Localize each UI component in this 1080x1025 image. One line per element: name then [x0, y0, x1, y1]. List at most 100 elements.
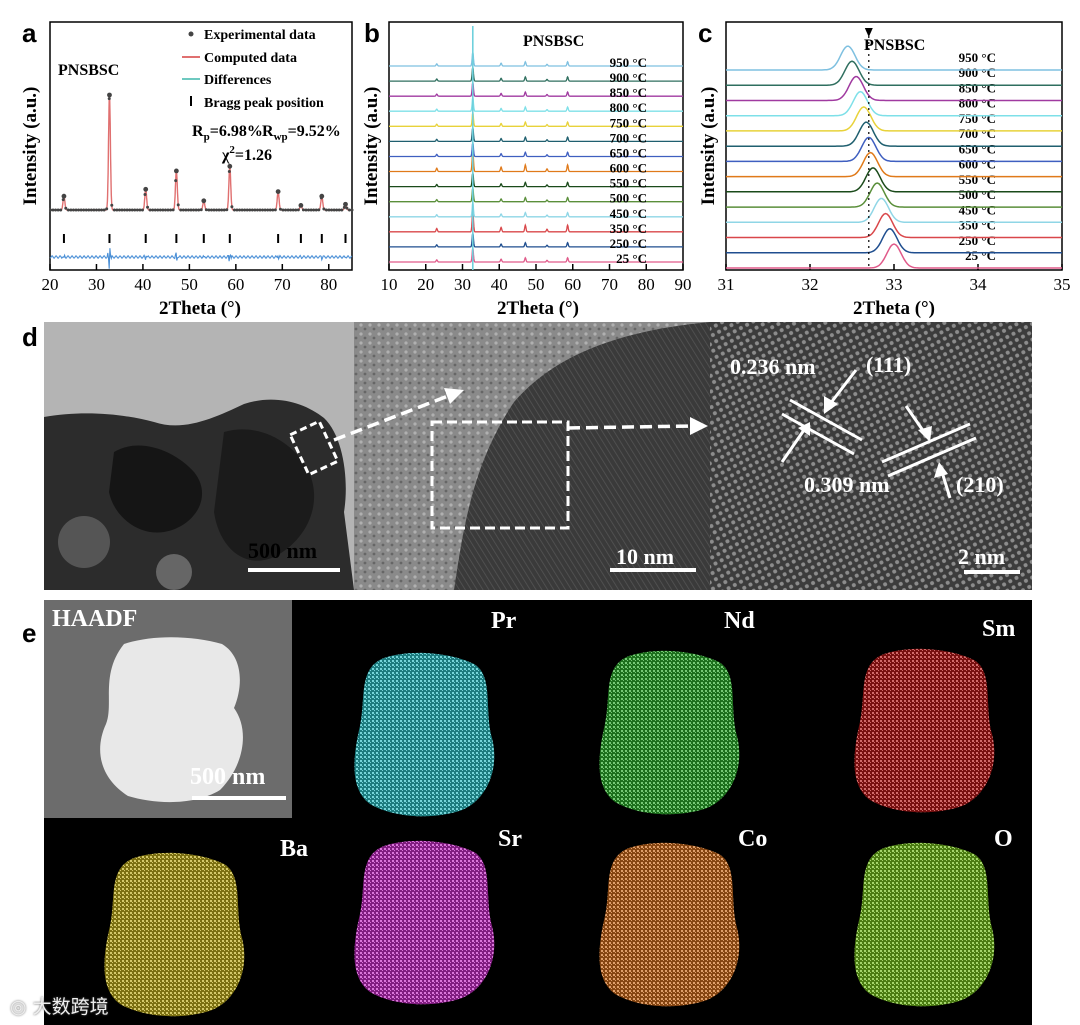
experimental-point: [166, 208, 170, 212]
series-line: [726, 197, 1062, 224]
experimental-point: [294, 208, 298, 212]
experimental-point: [143, 192, 147, 196]
experimental-point: [117, 208, 121, 212]
experimental-point: [337, 208, 341, 212]
experimental-point: [312, 208, 316, 212]
experimental-peak-point: [61, 193, 67, 199]
series-line: [726, 75, 1062, 102]
series-label: 350 °C: [959, 218, 996, 233]
experimental-point: [71, 208, 75, 212]
experimental-point: [322, 207, 326, 211]
dashed-arrow-2-head: [690, 417, 708, 435]
scale-label-low: 500 nm: [248, 538, 318, 563]
experimental-point: [156, 208, 160, 212]
experimental-point: [212, 208, 216, 212]
experimental-point: [289, 208, 293, 212]
series-label: 450 °C: [959, 202, 996, 217]
experimental-point: [161, 208, 165, 212]
x-tick-label: 50: [528, 275, 545, 294]
experimental-point: [342, 205, 346, 209]
lattice-line-2b: [887, 436, 977, 478]
series-label: 950 °C: [610, 55, 647, 70]
experimental-point: [253, 208, 257, 212]
eds-label-co: Co: [738, 826, 768, 852]
legend-experimental: Experimental data: [204, 28, 316, 43]
experimental-point: [220, 208, 224, 212]
lattice-line-1a: [789, 398, 863, 442]
x-tick-label: 40: [491, 275, 508, 294]
experimental-point: [238, 208, 242, 212]
reference-arrow: [864, 28, 873, 37]
experimental-point: [133, 208, 137, 212]
series-label: 800 °C: [959, 96, 996, 111]
experimental-point: [158, 208, 162, 212]
experimental-point: [151, 208, 155, 212]
series-label: 700 °C: [959, 126, 996, 141]
series-line: [389, 149, 683, 173]
x-tick-label: 35: [1054, 275, 1071, 294]
experimental-point: [186, 208, 190, 212]
experimental-point: [79, 208, 83, 212]
eds-label-pr: Pr: [491, 608, 517, 634]
experimental-point: [199, 208, 203, 212]
x-tick-label: 60: [227, 275, 244, 294]
series-label: 600 °C: [610, 161, 647, 176]
x-tick-label: 20: [42, 275, 59, 294]
panel-label-c: c: [698, 18, 713, 48]
experimental-point: [268, 208, 272, 212]
experimental-point: [281, 208, 285, 212]
hrtem-lattice-image: [710, 322, 1032, 590]
eds-map-sm: [854, 648, 995, 813]
experimental-point: [130, 208, 134, 212]
experimental-peak-point: [107, 92, 112, 98]
series-line: [389, 82, 683, 97]
experimental-point: [217, 208, 221, 212]
eds-map-sr: [354, 840, 495, 1005]
experimental-point: [87, 208, 91, 212]
eds-map-o: [854, 842, 995, 1007]
series-line: [726, 151, 1062, 178]
series-label: 900 °C: [610, 70, 647, 85]
experimental-point: [227, 170, 231, 174]
experimental-point: [230, 205, 234, 209]
experimental-point: [179, 208, 183, 212]
haadf-label: HAADF: [52, 606, 138, 632]
experimental-point: [330, 208, 334, 212]
y-axis-label: Intensity (a.u.): [20, 87, 41, 206]
experimental-point: [64, 206, 68, 210]
experimental-point: [189, 208, 193, 212]
experimental-point: [176, 203, 180, 207]
pointer-arrow-1: [828, 369, 858, 405]
experimental-point: [207, 208, 211, 212]
scale-label-mid: 10 nm: [616, 544, 675, 569]
experimental-point: [261, 208, 265, 212]
legend-marker-experimental: [188, 31, 194, 37]
series-label: 650 °C: [959, 141, 996, 156]
tem-lowmag-image: [44, 322, 354, 590]
experimental-point: [181, 208, 185, 212]
experimental-point: [194, 208, 198, 212]
series-label: 25 °C: [616, 251, 647, 266]
experimental-point: [112, 208, 116, 212]
experimental-point: [59, 208, 63, 212]
tem-images: [44, 322, 1032, 590]
experimental-peak-point: [201, 198, 207, 204]
experimental-point: [340, 208, 344, 212]
experimental-point: [120, 208, 124, 212]
eds-map-co: [599, 842, 740, 1007]
experimental-point: [169, 208, 173, 212]
experimental-point: [105, 207, 109, 211]
experimental-peak-point: [343, 201, 348, 207]
series-line: [726, 212, 1062, 239]
experimental-point: [301, 208, 305, 212]
x-tick-label: 60: [564, 275, 581, 294]
experimental-point: [48, 208, 52, 212]
series-label: 350 °C: [610, 221, 647, 236]
series-line: [726, 136, 1062, 163]
series-line: [389, 97, 683, 112]
experimental-point: [140, 208, 144, 212]
experimental-peak-point: [227, 163, 233, 169]
series-label: 250 °C: [959, 233, 996, 248]
series-line: [726, 228, 1062, 254]
